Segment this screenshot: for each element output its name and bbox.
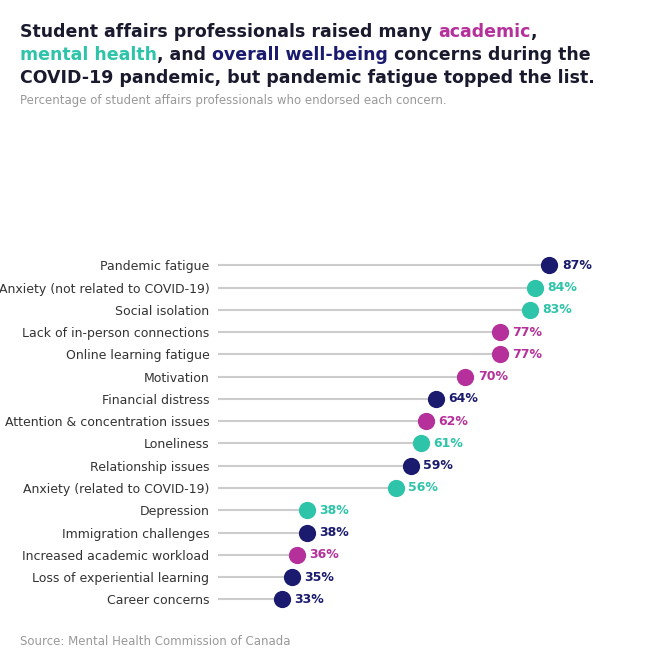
Text: Source: Mental Health Commission of Canada: Source: Mental Health Commission of Cana… <box>20 635 290 648</box>
Text: 35%: 35% <box>304 570 335 583</box>
Point <box>460 372 471 382</box>
Text: 70%: 70% <box>478 370 508 383</box>
Text: Student affairs professionals raised many: Student affairs professionals raised man… <box>20 23 438 41</box>
Text: concerns during the: concerns during the <box>387 46 590 64</box>
Text: 77%: 77% <box>512 348 543 361</box>
Point <box>420 416 431 426</box>
Point <box>302 527 312 538</box>
Text: 84%: 84% <box>547 281 577 294</box>
Text: 38%: 38% <box>319 526 349 539</box>
Text: 62%: 62% <box>438 414 468 428</box>
Point <box>302 505 312 515</box>
Point <box>524 304 535 315</box>
Text: mental health: mental health <box>20 46 157 64</box>
Text: 83%: 83% <box>542 304 572 316</box>
Point <box>292 550 302 560</box>
Point <box>391 482 401 493</box>
Text: 33%: 33% <box>294 593 324 606</box>
Point <box>405 461 416 471</box>
Text: 38%: 38% <box>319 504 349 517</box>
Text: 59%: 59% <box>423 459 453 472</box>
Text: 87%: 87% <box>562 259 592 272</box>
Point <box>495 327 506 337</box>
Point <box>495 349 506 360</box>
Text: Percentage of student affairs professionals who endorsed each concern.: Percentage of student affairs profession… <box>20 94 446 107</box>
Text: 56%: 56% <box>409 482 438 494</box>
Text: ,: , <box>530 23 537 41</box>
Text: COVID-19 pandemic, but pandemic fatigue topped the list.: COVID-19 pandemic, but pandemic fatigue … <box>20 69 595 87</box>
Point <box>286 572 297 582</box>
Point <box>544 260 554 271</box>
Text: 77%: 77% <box>512 325 543 339</box>
Point <box>430 393 441 404</box>
Text: academic: academic <box>438 23 530 41</box>
Point <box>529 282 540 293</box>
Text: 36%: 36% <box>310 548 339 561</box>
Text: overall well-being: overall well-being <box>212 46 387 64</box>
Point <box>416 438 426 449</box>
Text: , and: , and <box>157 46 212 64</box>
Text: 64%: 64% <box>448 393 478 405</box>
Text: 61%: 61% <box>433 437 463 450</box>
Point <box>277 594 288 605</box>
